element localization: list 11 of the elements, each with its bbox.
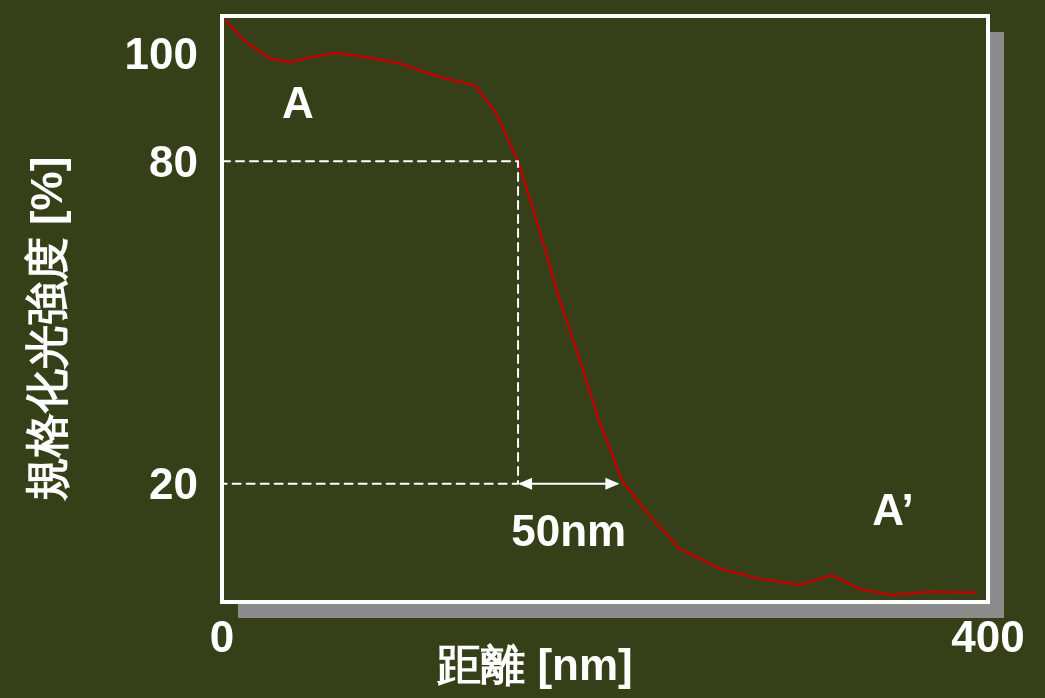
y-axis-title: 規格化光強度 [%] — [22, 156, 71, 503]
y-tick-label: 100 — [124, 29, 198, 79]
y-tick-label: 20 — [149, 459, 198, 509]
y-tick-label: 80 — [149, 136, 198, 186]
x-axis-title: 距離 [nm] — [436, 640, 633, 689]
annotation: A’ — [872, 485, 914, 535]
x-tick-label: 0 — [209, 612, 235, 661]
annotation: A — [282, 78, 314, 128]
x-tick-label: 400 — [951, 612, 1025, 661]
line-series — [224, 19, 976, 597]
annotation: 50nm — [511, 506, 627, 556]
